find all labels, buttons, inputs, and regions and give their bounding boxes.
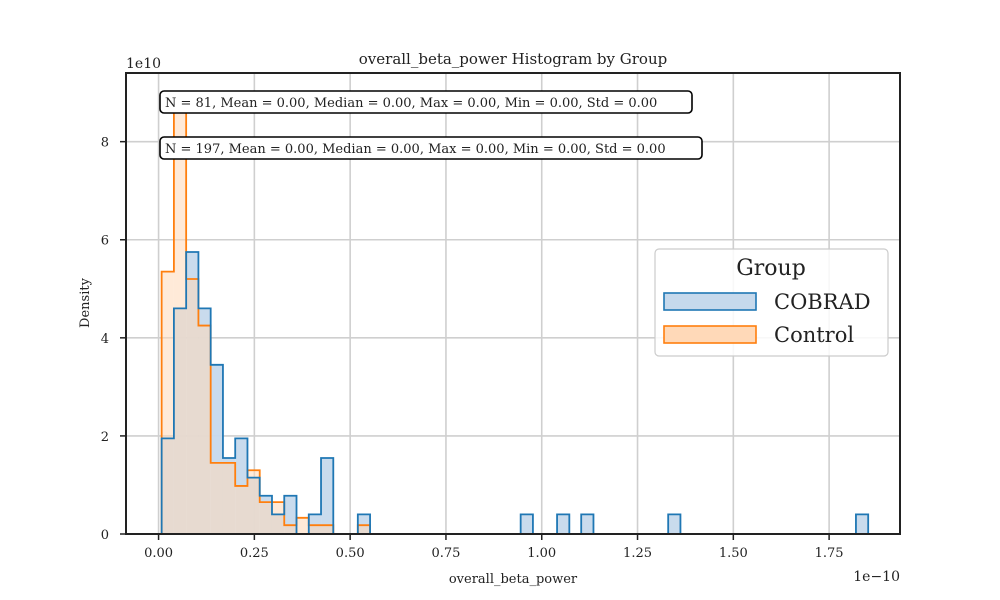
legend-swatch-cobrad xyxy=(663,292,757,311)
svg-text:N = 197, Mean = 0.00, Median =: N = 197, Mean = 0.00, Median = 0.00, Max… xyxy=(165,142,666,157)
y-tick-label-3: 6 xyxy=(101,234,109,249)
bar-fill-control-13 xyxy=(321,525,334,534)
legend-title: Group xyxy=(736,256,806,281)
y-tick-label-1: 2 xyxy=(101,430,109,445)
svg-text:N = 81, Mean = 0.00, Median =: N = 81, Mean = 0.00, Median = 0.00, Max … xyxy=(165,96,657,111)
x-tick-label-3: 0.75 xyxy=(431,546,460,561)
y-axis-label: Density xyxy=(78,277,93,328)
bar-fill-control-15 xyxy=(357,525,371,534)
stats-box-cobrad: N = 81, Mean = 0.00, Median = 0.00, Max … xyxy=(159,90,693,114)
chart-title: overall_beta_power Histogram by Group xyxy=(359,50,667,68)
legend-label-cobrad: COBRAD xyxy=(774,290,871,314)
bar-fill-control-5 xyxy=(222,462,236,534)
bar-fill-control-11 xyxy=(296,517,309,534)
bar-fill-control-4 xyxy=(210,462,223,534)
bar-fill-control-1 xyxy=(173,107,187,535)
y-exponent-label: 1e10 xyxy=(126,56,161,72)
x-exponent-label: 1e−10 xyxy=(853,569,900,585)
bar-fill-cobrad-20 xyxy=(855,514,869,534)
x-tick-label-0: 0.00 xyxy=(144,546,173,561)
bar-fill-cobrad-13 xyxy=(321,457,334,534)
x-tick-label-2: 0.50 xyxy=(336,546,365,561)
y-tick-label-0: 0 xyxy=(101,528,109,543)
legend-swatch-control xyxy=(663,325,757,344)
x-tick-label-7: 1.75 xyxy=(815,546,844,561)
histogram-bars xyxy=(160,106,870,535)
y-tick-label-2: 4 xyxy=(101,332,109,347)
legend-label-control: Control xyxy=(774,323,854,347)
x-tick-label-1: 0.25 xyxy=(240,546,269,561)
bar-fill-cobrad-19 xyxy=(668,514,681,534)
bar-fill-control-9 xyxy=(271,502,285,534)
x-axis-label: overall_beta_power xyxy=(449,572,578,587)
x-tick-label-5: 1.25 xyxy=(623,546,652,561)
bar-fill-control-3 xyxy=(198,325,211,534)
bar-fill-control-0 xyxy=(161,271,174,534)
y-tick-label-4: 8 xyxy=(101,136,109,151)
bar-fill-control-12 xyxy=(308,525,322,534)
bar-fill-cobrad-16 xyxy=(520,514,533,534)
stats-box-control: N = 197, Mean = 0.00, Median = 0.00, Max… xyxy=(159,136,703,160)
bar-fill-control-6 xyxy=(235,485,248,534)
axes: 0.00 0.25 0.50 0.75 1.00 1.25 1.50 1.75 0 2 4 6 8 xyxy=(101,72,901,561)
bar-fill-control-7 xyxy=(247,470,260,534)
plot-frame xyxy=(125,72,901,535)
step-outline-cobrad xyxy=(160,251,870,535)
bar-fill-cobrad-18 xyxy=(581,514,594,534)
bar-fill-control-10 xyxy=(284,525,297,534)
bar-fill-control-8 xyxy=(259,502,272,534)
x-tick-label-6: 1.50 xyxy=(719,546,748,561)
legend: Group COBRAD Control xyxy=(654,248,889,357)
x-tick-label-4: 1.00 xyxy=(527,546,556,561)
bar-fill-control-2 xyxy=(186,278,199,534)
bar-fill-cobrad-17 xyxy=(557,514,570,534)
